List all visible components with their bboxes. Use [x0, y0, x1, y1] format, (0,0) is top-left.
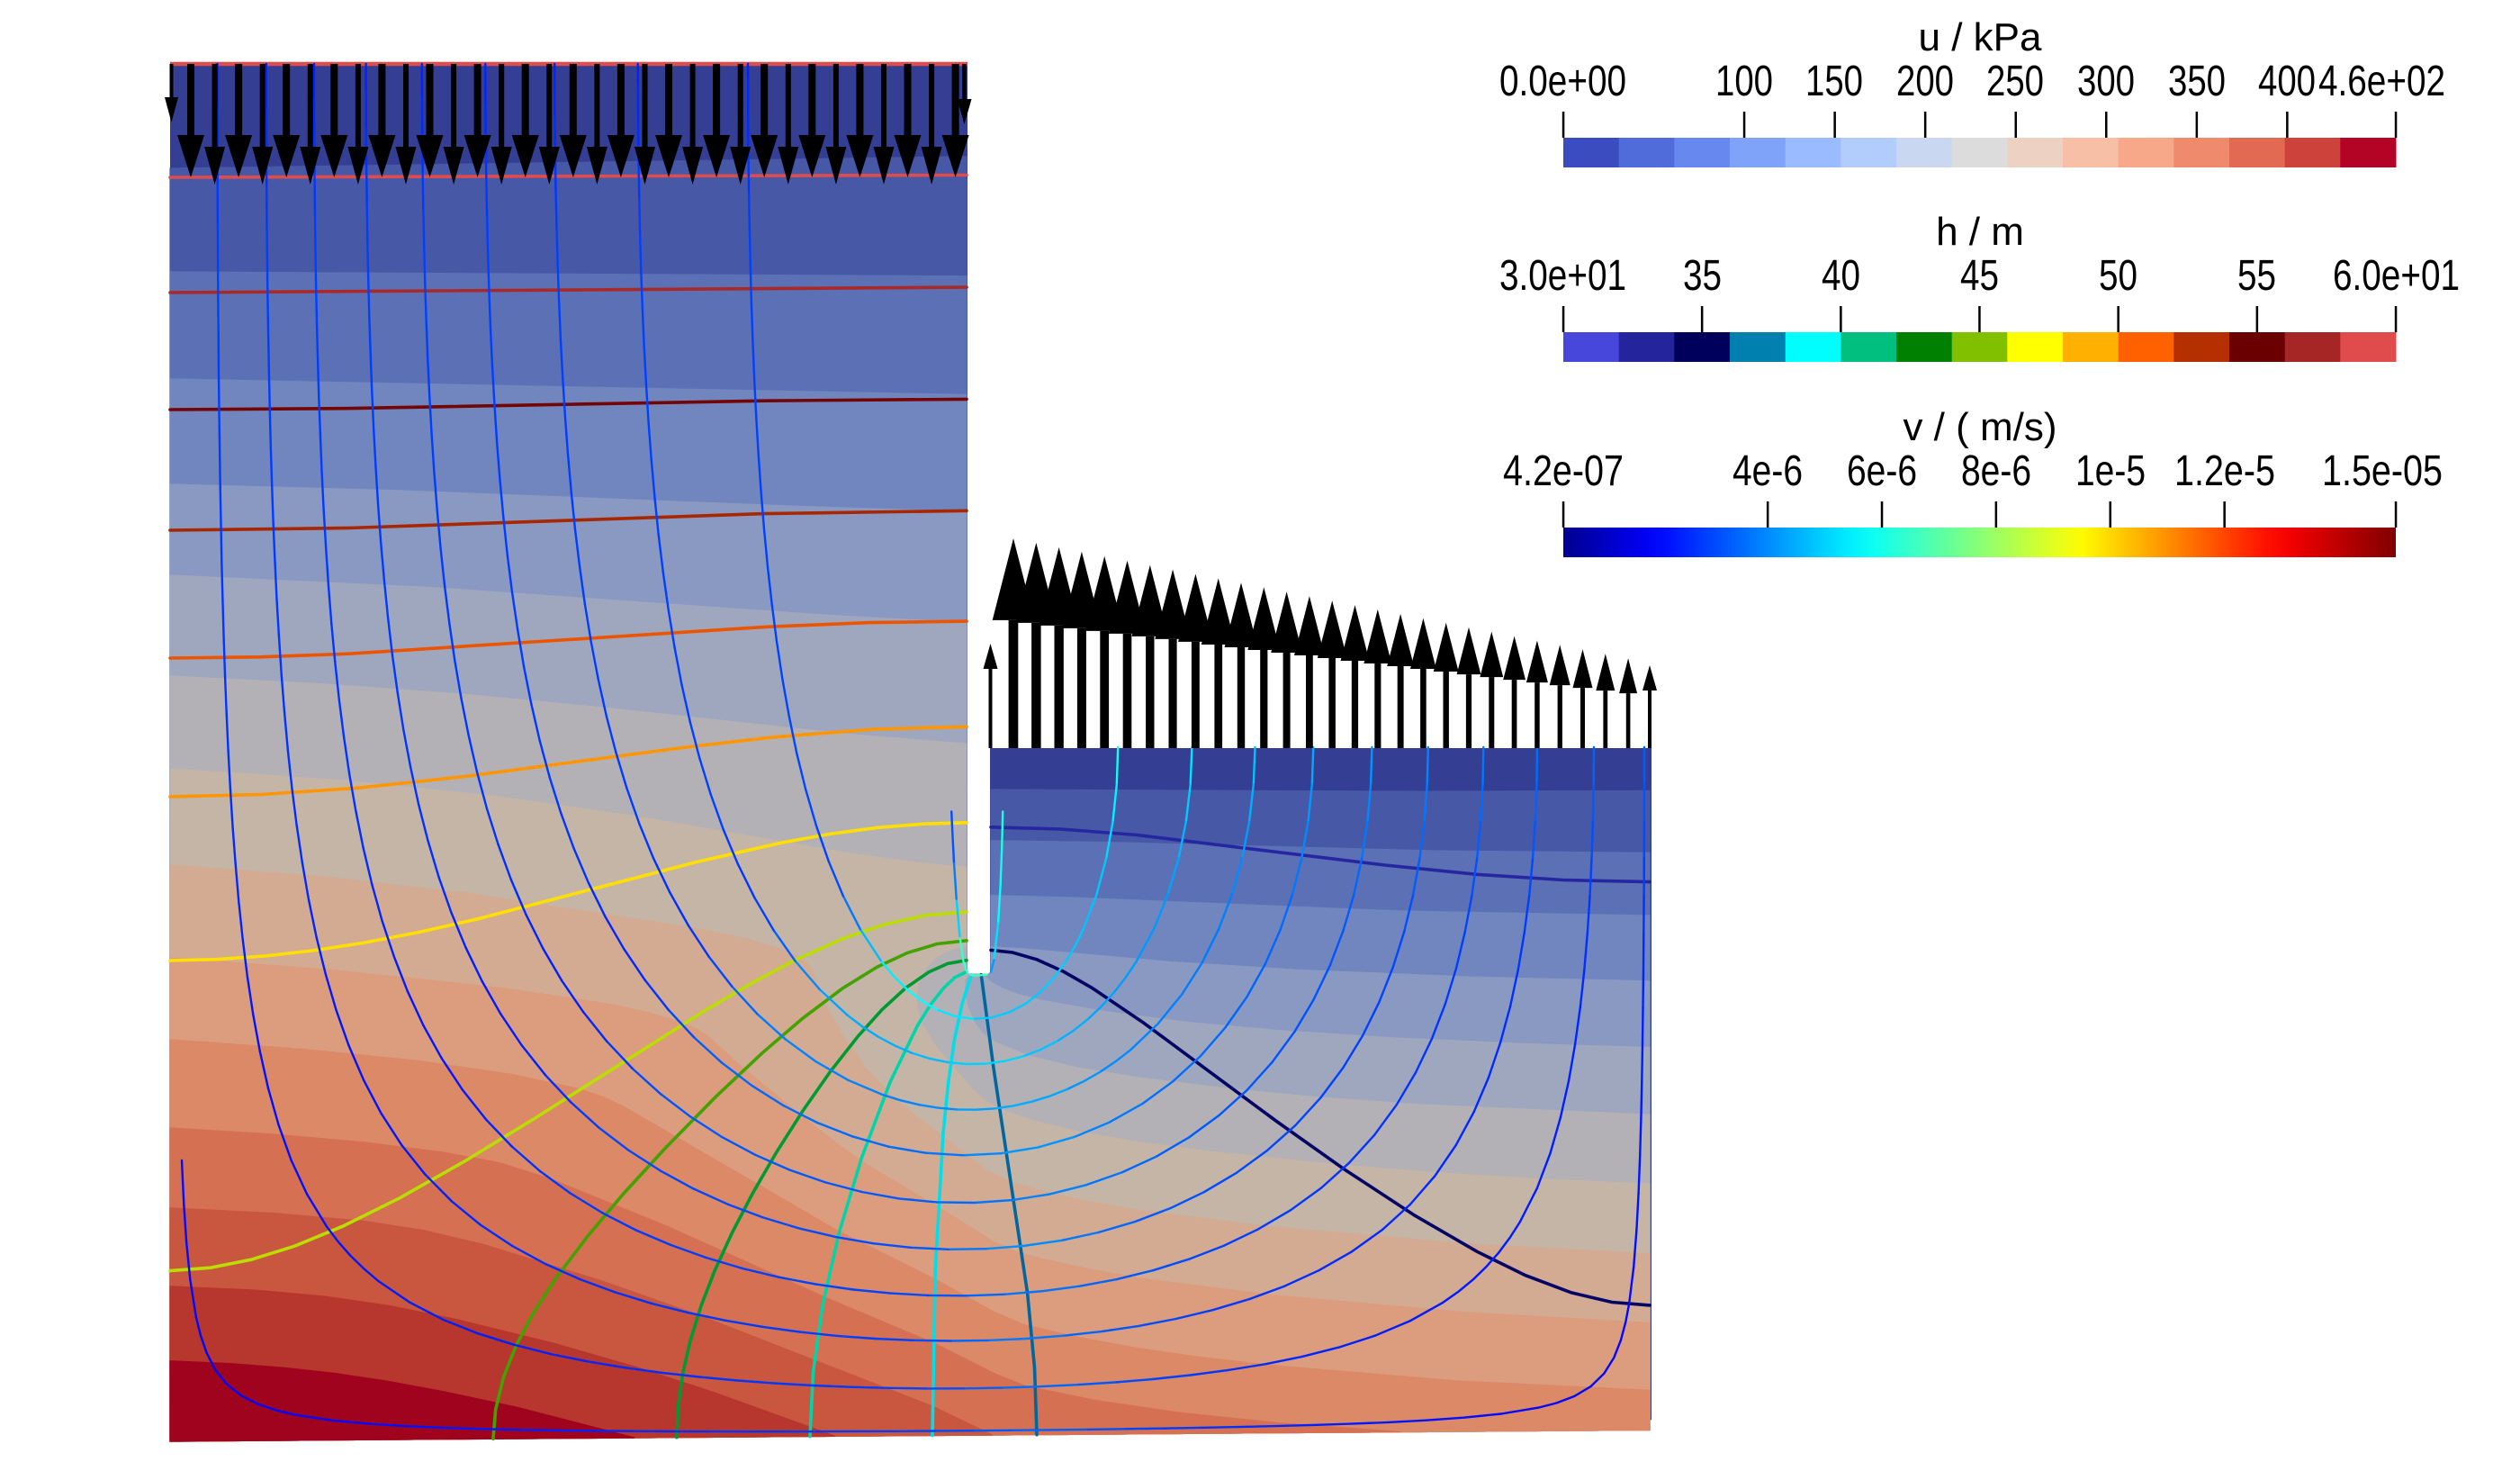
- svg-text:6e-6: 6e-6: [1847, 447, 1917, 495]
- svg-text:45: 45: [1960, 252, 1999, 300]
- svg-text:4.2e-07: 4.2e-07: [1503, 447, 1624, 495]
- svg-text:0.0e+00: 0.0e+00: [1499, 58, 1626, 105]
- svg-text:40: 40: [1822, 252, 1860, 300]
- svg-text:h / m: h / m: [1936, 210, 2024, 254]
- svg-text:4.6e+02: 4.6e+02: [2318, 58, 2445, 105]
- svg-text:u / kPa: u / kPa: [1919, 15, 2042, 59]
- svg-text:1.2e-5: 1.2e-5: [2174, 447, 2275, 495]
- svg-text:350: 350: [2168, 58, 2226, 105]
- svg-text:100: 100: [1715, 58, 1773, 105]
- svg-text:250: 250: [1986, 58, 2044, 105]
- svg-text:1e-5: 1e-5: [2075, 447, 2146, 495]
- svg-text:4e-6: 4e-6: [1732, 447, 1803, 495]
- svg-text:400: 400: [2258, 58, 2316, 105]
- svg-text:35: 35: [1683, 252, 1722, 300]
- svg-text:8e-6: 8e-6: [1961, 447, 2031, 495]
- svg-text:200: 200: [1896, 58, 1954, 105]
- svg-text:6.0e+01: 6.0e+01: [2333, 252, 2460, 300]
- svg-text:v / ( m/s): v / ( m/s): [1903, 405, 2056, 449]
- svg-text:150: 150: [1805, 58, 1863, 105]
- svg-text:55: 55: [2237, 252, 2276, 300]
- svg-text:1.5e-05: 1.5e-05: [2322, 447, 2443, 495]
- svg-text:3.0e+01: 3.0e+01: [1499, 252, 1626, 300]
- svg-text:300: 300: [2077, 58, 2135, 105]
- svg-text:50: 50: [2099, 252, 2138, 300]
